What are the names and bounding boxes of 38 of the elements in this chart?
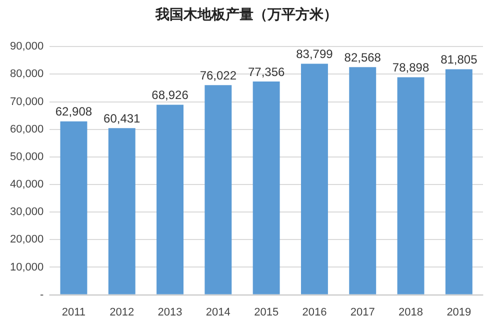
x-tick-label: 2011 — [62, 306, 86, 318]
data-label: 68,926 — [152, 88, 189, 102]
y-tick-label: 80,000 — [10, 68, 44, 80]
y-tick-label: 90,000 — [10, 40, 44, 53]
y-tick-label: 10,000 — [10, 261, 44, 274]
bar — [156, 104, 184, 294]
data-label: 82,568 — [344, 50, 382, 64]
data-label: 81,805 — [440, 52, 478, 67]
bar — [60, 121, 88, 294]
bar — [397, 77, 424, 294]
bar — [204, 85, 232, 294]
data-label: 62,908 — [55, 104, 92, 119]
x-tick-label: 2014 — [206, 306, 230, 318]
data-label: 76,022 — [200, 68, 237, 82]
data-label: 78,898 — [392, 60, 430, 75]
bar — [108, 128, 136, 294]
bar — [349, 67, 376, 294]
x-tick-label: 2016 — [302, 306, 327, 318]
data-label: 77,356 — [248, 64, 285, 79]
x-tick-label: 2017 — [350, 306, 375, 318]
x-tick-label: 2015 — [254, 306, 279, 318]
y-tick-label: 50,000 — [10, 150, 44, 163]
bar — [252, 81, 280, 294]
y-tick-label: - — [40, 288, 44, 301]
y-tick-label: 20,000 — [10, 234, 44, 246]
chart-title: 我国木地板产量（万平方米） — [154, 6, 338, 25]
y-tick-label: 30,000 — [10, 206, 44, 218]
data-label: 83,799 — [296, 47, 334, 62]
x-tick-label: 2019 — [446, 306, 472, 318]
bar — [445, 69, 472, 294]
data-label: 60,431 — [104, 111, 141, 126]
y-tick-label: 60,000 — [10, 123, 44, 136]
y-tick-label: 70,000 — [10, 96, 44, 108]
y-tick-label: 40,000 — [10, 178, 44, 191]
x-tick-label: 2018 — [398, 306, 424, 318]
bar — [300, 64, 328, 294]
x-tick-label: 2013 — [158, 306, 182, 318]
x-tick-label: 2012 — [110, 306, 134, 318]
